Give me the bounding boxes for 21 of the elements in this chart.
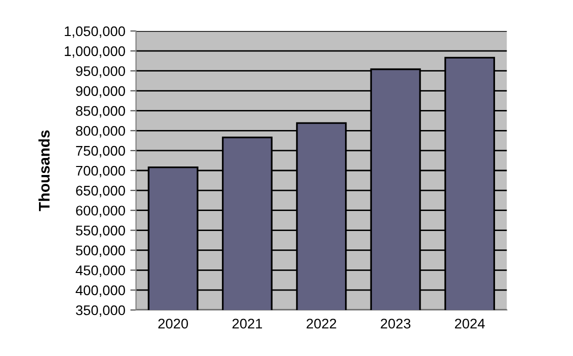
- y-tick-label: 500,000: [76, 246, 126, 258]
- x-tick-label: 2024: [454, 318, 485, 329]
- y-tick-label: 950,000: [76, 66, 126, 78]
- y-tick-label: 900,000: [76, 86, 126, 98]
- x-tick-label: 2020: [158, 318, 188, 329]
- y-tick-label: 750,000: [76, 146, 126, 158]
- y-tick-label: 350,000: [76, 305, 126, 317]
- x-tick-label: 2023: [380, 318, 410, 329]
- y-tick-label: 850,000: [76, 106, 126, 118]
- y-axis-title: Thousands: [38, 130, 50, 212]
- y-tick-label: 650,000: [76, 186, 126, 198]
- y-tick-label: 1,000,000: [64, 46, 126, 58]
- y-tick-label: 700,000: [76, 166, 126, 178]
- x-tick-label: 2021: [232, 318, 262, 329]
- y-tick-label: 550,000: [76, 226, 126, 238]
- y-tick-label: 600,000: [76, 206, 126, 218]
- y-tick-label: 400,000: [76, 285, 126, 297]
- y-tick-label: 800,000: [76, 126, 126, 138]
- y-tick-label: 1,050,000: [64, 26, 126, 38]
- x-tick-label: 2022: [306, 318, 336, 329]
- y-tick-label: 450,000: [76, 265, 126, 277]
